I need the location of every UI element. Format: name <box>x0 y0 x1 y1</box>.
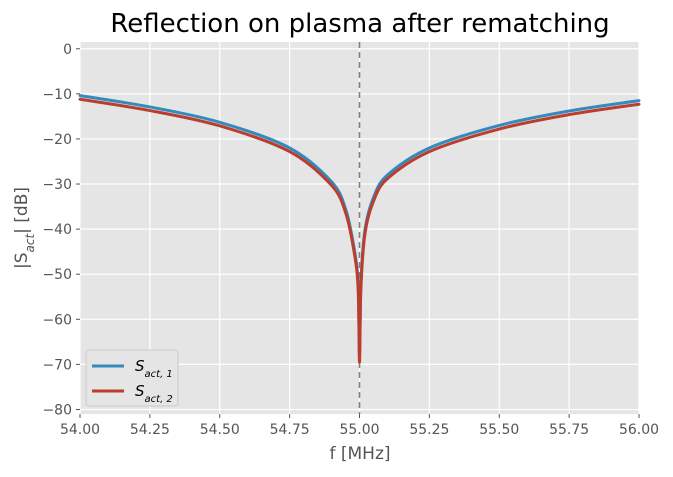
y-tick-label: −40 <box>42 222 72 238</box>
y-tick-label: −10 <box>42 87 72 103</box>
x-tick-label: 55.75 <box>549 422 589 438</box>
y-axis-label-part-2: | [dB] <box>12 187 32 234</box>
x-tick-label: 54.00 <box>60 422 100 438</box>
y-tick-label: −60 <box>42 312 72 328</box>
x-axis-label: f [MHz] <box>329 444 390 464</box>
legend-label-series-1: Sact, 1 <box>135 357 173 380</box>
y-axis-label-subscript: act <box>23 233 37 253</box>
x-tick-label: 54.25 <box>130 422 170 438</box>
y-tick-label: −50 <box>42 267 72 283</box>
legend: Sact, 1 Sact, 2 <box>85 349 179 407</box>
y-tick-label: −30 <box>42 177 72 193</box>
legend-label-series-2-subscript: act, 2 <box>145 394 173 405</box>
x-tick-label: 55.00 <box>339 422 379 438</box>
y-tick-label: −80 <box>42 402 72 418</box>
legend-label-series-1-subscript: act, 1 <box>145 369 173 380</box>
x-tick-label: 54.75 <box>270 422 310 438</box>
y-axis-label-part-1: |S <box>12 252 32 269</box>
x-tick-label: 56.00 <box>619 422 659 438</box>
series-group <box>78 94 641 364</box>
y-axis-label: |Sact| [dB] <box>12 187 37 269</box>
x-axis-ticks: 54.00 54.25 54.50 54.75 55.00 55.25 55.50 55.75… <box>60 414 659 438</box>
y-axis-ticks: 0 −10 −20 −30 −40 −50 −60 −70 −80 <box>42 42 80 418</box>
series-line-2 <box>78 97 641 364</box>
legend-label-series-1-main: S <box>135 357 145 375</box>
y-tick-label: −20 <box>42 132 72 148</box>
y-tick-label: −70 <box>42 357 72 373</box>
x-tick-label: 55.50 <box>479 422 519 438</box>
x-tick-label: 54.50 <box>200 422 240 438</box>
legend-label-series-2: Sact, 2 <box>135 382 173 405</box>
y-tick-label: 0 <box>63 42 72 58</box>
legend-label-series-2-main: S <box>135 382 145 400</box>
x-tick-label: 55.25 <box>409 422 449 438</box>
chart-title: Reflection on plasma after rematching <box>110 9 609 39</box>
